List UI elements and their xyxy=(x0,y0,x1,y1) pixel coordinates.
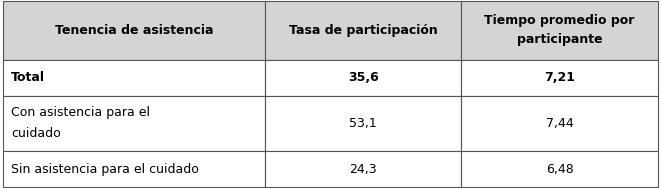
Text: Con asistencia para el
cuidado: Con asistencia para el cuidado xyxy=(11,106,150,140)
Bar xyxy=(461,151,658,187)
Bar xyxy=(3,1,265,60)
Text: Tasa de participación: Tasa de participación xyxy=(289,24,438,37)
Bar xyxy=(265,1,461,60)
Bar xyxy=(461,60,658,96)
Text: 53,1: 53,1 xyxy=(350,117,377,130)
Text: 7,21: 7,21 xyxy=(544,71,575,84)
Text: Sin asistencia para el cuidado: Sin asistencia para el cuidado xyxy=(11,163,199,176)
Text: 35,6: 35,6 xyxy=(348,71,379,84)
Text: Tenencia de asistencia: Tenencia de asistencia xyxy=(55,24,214,37)
Text: 24,3: 24,3 xyxy=(350,163,377,176)
Text: Tiempo promedio por
participante: Tiempo promedio por participante xyxy=(485,14,635,46)
Bar xyxy=(461,96,658,151)
Text: Total: Total xyxy=(11,71,45,84)
Bar xyxy=(3,151,265,187)
Bar xyxy=(265,96,461,151)
Text: 7,44: 7,44 xyxy=(546,117,573,130)
Bar xyxy=(265,151,461,187)
Bar xyxy=(461,1,658,60)
Bar xyxy=(3,60,265,96)
Bar xyxy=(265,60,461,96)
Bar xyxy=(3,96,265,151)
Text: 6,48: 6,48 xyxy=(546,163,573,176)
